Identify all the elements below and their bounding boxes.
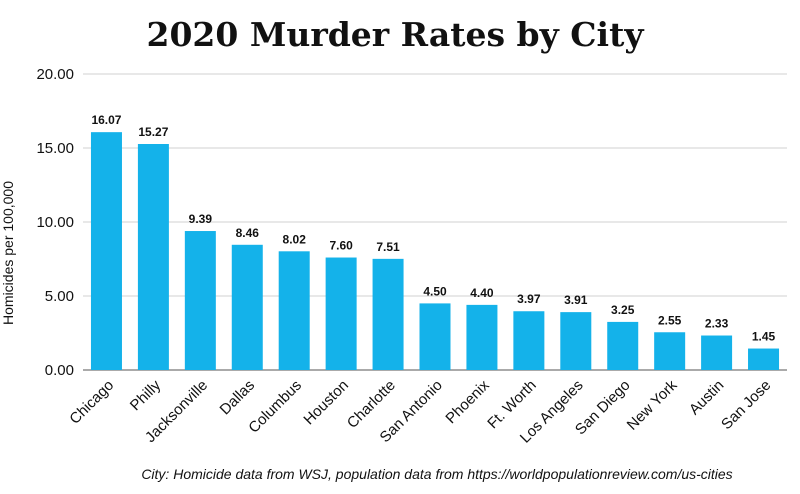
data-label: 3.97 xyxy=(517,292,541,306)
x-tick-label: Philly xyxy=(127,376,165,414)
x-tick-label: Chicago xyxy=(66,377,117,428)
data-labels: 16.07 15.27 9.39 8.46 8.02 7.60 7.51 4.50 4.40 3.… xyxy=(91,113,775,343)
data-label: 9.39 xyxy=(189,212,213,226)
bar xyxy=(419,303,451,370)
y-tick-label: 10.00 xyxy=(36,214,74,231)
data-label: 16.07 xyxy=(91,113,121,127)
x-tick-label: Dallas xyxy=(217,377,258,418)
bar xyxy=(654,332,686,370)
data-label: 4.50 xyxy=(423,284,447,298)
x-tick-label: New York xyxy=(624,376,681,433)
data-label: 15.27 xyxy=(138,125,168,139)
y-tick-label: 20.00 xyxy=(36,66,74,83)
data-label: 4.40 xyxy=(470,286,494,300)
data-label: 1.45 xyxy=(752,330,776,344)
data-label: 7.51 xyxy=(376,240,400,254)
data-label: 8.02 xyxy=(283,232,307,246)
bar xyxy=(513,311,545,370)
chart-title: 2020 Murder Rates by City xyxy=(146,15,644,54)
bar xyxy=(466,304,498,370)
bar xyxy=(231,244,263,370)
data-label: 7.60 xyxy=(329,239,353,253)
bar xyxy=(184,231,216,370)
bar xyxy=(560,312,592,370)
x-tick-label: San Jose xyxy=(718,377,774,433)
data-label: 3.91 xyxy=(564,293,588,307)
bar xyxy=(325,257,357,370)
source-note: City: Homicide data from WSJ, population… xyxy=(141,466,732,482)
data-label: 2.55 xyxy=(658,313,682,327)
bar xyxy=(137,144,169,370)
y-tick-label: 5.00 xyxy=(45,288,74,305)
y-axis-label: Homicides per 100,000 xyxy=(0,181,16,325)
data-label: 8.46 xyxy=(236,226,260,240)
data-label: 2.33 xyxy=(705,317,729,331)
bars xyxy=(90,132,780,370)
y-axis: 0.00 5.00 10.00 15.00 20.00 xyxy=(36,66,74,379)
bar xyxy=(701,335,733,370)
bar xyxy=(607,321,639,370)
x-tick-label: Austin xyxy=(686,377,728,419)
y-tick-label: 0.00 xyxy=(45,362,74,379)
bar xyxy=(278,251,310,370)
bar xyxy=(90,132,122,370)
data-label: 3.25 xyxy=(611,303,635,317)
bar xyxy=(748,348,780,370)
bar xyxy=(372,258,404,370)
y-tick-label: 15.00 xyxy=(36,140,74,157)
